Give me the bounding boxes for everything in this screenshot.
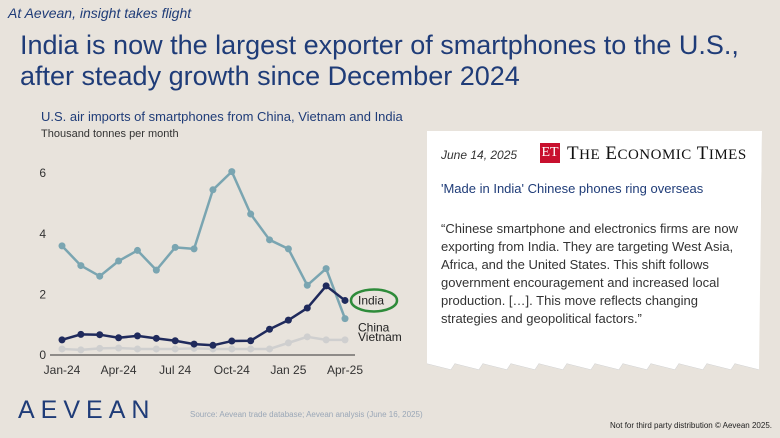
x-tick-label: Oct-24 [214,363,250,377]
data-point-china [115,257,123,265]
data-point-vietnam [171,345,179,353]
source-note: Source: Aevean trade database; Aevean an… [190,410,423,419]
data-point-vietnam [266,345,274,353]
data-point-china [77,262,85,270]
y-tick-label: 4 [39,227,46,241]
series-line-india [60,284,347,347]
data-point-vietnam [96,344,104,352]
x-tick-label: Apr-25 [327,363,363,377]
data-point-vietnam [303,333,311,341]
data-point-vietnam [58,345,66,353]
data-point-china [303,281,311,289]
data-point-india [77,330,85,338]
series-label-india: India [358,293,384,307]
chart-title: U.S. air imports of smartphones from Chi… [41,109,403,124]
news-clipping: June 14, 2025 ET THE ECONOMIC TIMES 'Mad… [427,131,762,370]
series-label-vietnam: Vietnam [358,330,402,344]
data-point-vietnam [77,346,85,354]
news-quote: “Chinese smartphone and electronics firm… [441,221,738,326]
x-tick-label: Jan-24 [44,363,81,377]
line-chart: 0 2 4 6 Jan-24 Apr-24 Jul 24 Oct-24 Jan 25 Apr-25… [39,166,402,377]
data-point-india [322,282,330,290]
data-point-india [96,331,104,339]
data-point-india [341,296,349,304]
brand-logo: AEVEAN [18,396,156,424]
data-point-india [266,325,274,333]
data-point-india [190,340,198,348]
y-tick-label: 0 [39,348,46,362]
y-tick-label: 2 [39,287,46,301]
x-tick-label: Jan 25 [270,363,306,377]
data-point-china [209,186,217,194]
data-point-india [209,341,217,349]
publication-logo: ET [540,143,560,163]
data-point-india [247,337,255,345]
data-point-vietnam [133,345,141,353]
data-point-china [190,245,198,253]
data-point-china [58,242,66,250]
chart-subtitle: Thousand tonnes per month [41,128,179,140]
data-point-china [228,168,236,176]
data-point-india [303,304,311,312]
tagline: At Aevean, insight takes flight [8,5,192,21]
data-point-india [284,316,292,324]
data-point-china [171,243,179,251]
data-point-china [133,246,141,254]
data-point-vietnam [322,336,330,344]
news-date: June 14, 2025 [441,148,518,162]
headline: India is now the largest exporter of sma… [20,30,739,91]
data-point-india [115,334,123,342]
data-point-vietnam [152,345,160,353]
news-headline: 'Made in India' Chinese phones ring over… [441,181,704,196]
disclaimer: Not for third party distribution © Aevea… [610,421,772,430]
data-point-india [171,337,179,345]
data-point-china [341,315,349,323]
data-point-vietnam [284,339,292,347]
series-label-china: China [358,321,390,335]
data-point-vietnam [341,336,349,344]
data-point-china [152,266,160,274]
data-point-india [58,336,66,344]
data-point-vietnam [247,345,255,353]
data-point-china [247,210,255,218]
highlight-ellipse [349,288,399,313]
x-tick-label: Jul 24 [159,363,191,377]
data-point-china [322,265,330,273]
publication-name: THE ECONOMIC TIMES [567,143,747,164]
data-point-china [266,236,274,244]
series-line-vietnam [60,335,347,352]
x-tick-label: Apr-24 [101,363,137,377]
series-line-china [60,170,347,320]
data-point-india [133,332,141,340]
y-tick-label: 6 [39,166,46,180]
data-point-india [152,334,160,342]
data-point-vietnam [115,344,123,352]
data-point-vietnam [228,345,236,353]
data-point-china [96,272,104,280]
data-point-china [284,245,292,253]
data-point-india [228,337,236,345]
